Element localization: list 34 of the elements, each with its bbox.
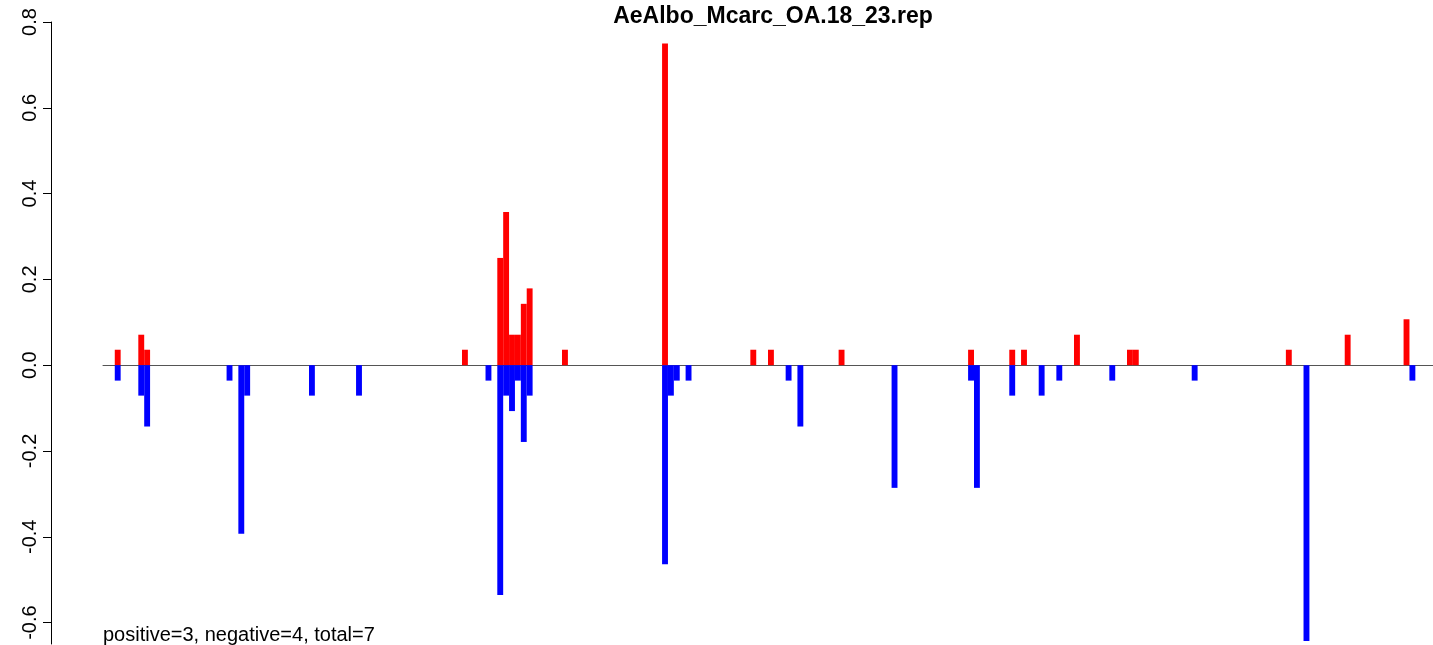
annotation: positive=3, negative=4, total=7 bbox=[103, 623, 375, 645]
bar bbox=[114, 349, 121, 366]
bar bbox=[562, 349, 568, 366]
y-tick-label: -0.2 bbox=[18, 433, 40, 469]
bar bbox=[1038, 365, 1045, 396]
bar bbox=[662, 43, 668, 366]
bar bbox=[838, 349, 845, 366]
bar bbox=[356, 365, 362, 396]
bar bbox=[785, 365, 792, 381]
bar bbox=[1009, 349, 1016, 366]
y-tick-label: 0.0 bbox=[18, 351, 40, 380]
chart-title: AeAlbo_Mcarc_OA.18_23.rep bbox=[613, 1, 933, 28]
bar bbox=[308, 365, 315, 396]
bar bbox=[461, 349, 468, 366]
y-tick-label: 0.8 bbox=[18, 8, 40, 36]
bar bbox=[1074, 334, 1080, 366]
y-tick-label: -0.4 bbox=[18, 519, 40, 554]
bar bbox=[1344, 334, 1351, 366]
bar bbox=[1409, 365, 1416, 381]
bar bbox=[1191, 365, 1198, 381]
y-tick-label: 0.2 bbox=[18, 265, 40, 294]
bar bbox=[114, 365, 121, 381]
bar bbox=[1056, 365, 1063, 381]
bar bbox=[768, 349, 774, 366]
bar bbox=[1109, 365, 1116, 381]
bar bbox=[750, 349, 757, 366]
y-tick-label: 0.6 bbox=[18, 93, 40, 122]
y-tick-label: 0.4 bbox=[18, 179, 40, 208]
bar bbox=[1009, 365, 1016, 396]
bar bbox=[968, 349, 974, 366]
bar bbox=[1021, 349, 1027, 366]
y-tick-label: -0.6 bbox=[18, 605, 40, 640]
bar bbox=[1285, 349, 1292, 366]
bar bbox=[797, 365, 804, 427]
